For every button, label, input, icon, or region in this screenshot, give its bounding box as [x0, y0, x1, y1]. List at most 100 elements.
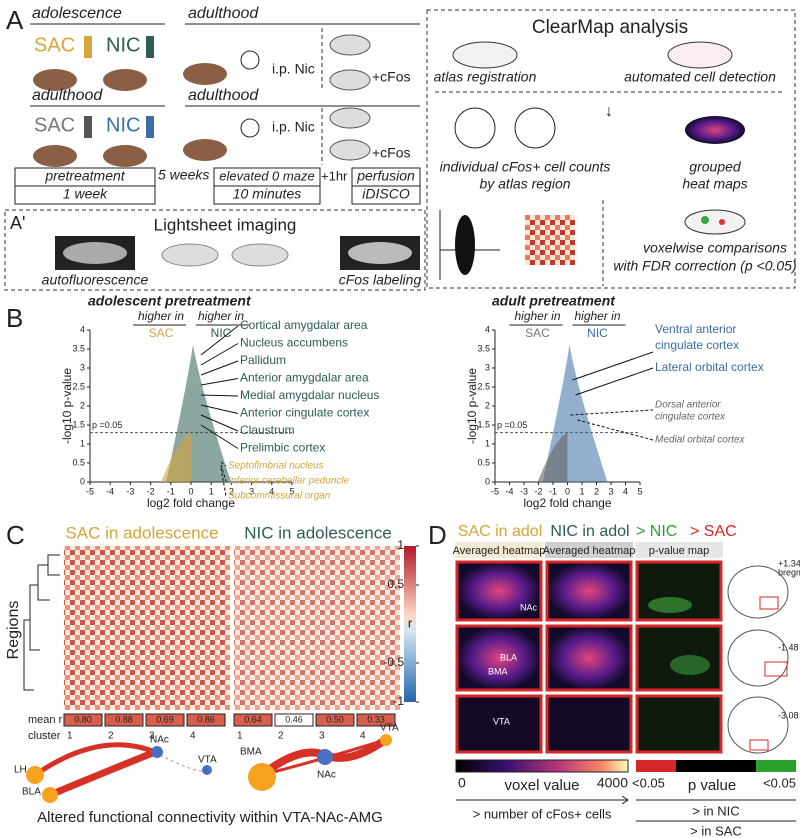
brain [329, 107, 371, 129]
column-title: > SAC [690, 523, 737, 540]
atlas-section [727, 629, 789, 687]
timeline-step: pretreatment [44, 168, 125, 184]
section [514, 107, 556, 149]
brain [452, 41, 518, 69]
direction-label: higher in [514, 309, 560, 323]
brain [329, 139, 371, 161]
edge [33, 742, 156, 778]
region-label: Anterior amygdalar area [240, 371, 369, 385]
node [202, 765, 212, 775]
leader [577, 419, 654, 441]
colorbar-tick-label: -1 [393, 694, 404, 708]
arrow-label: > in NIC [692, 803, 739, 818]
mean-r-cell [356, 713, 396, 727]
axis-label: Regions [5, 601, 22, 660]
node-label: BMA [240, 747, 262, 758]
subtitle: Averaged heatmap [453, 545, 546, 557]
brain [348, 242, 412, 264]
roi [764, 661, 788, 677]
timeline-gap: 5 weeks [158, 167, 209, 183]
clearmap-box [426, 9, 796, 289]
region-label: Prelimbic cortex [240, 441, 325, 455]
heatmap-image [545, 624, 633, 692]
heatmap-image [455, 624, 543, 692]
node [42, 787, 58, 803]
mean-r-value: 0.80 [74, 714, 92, 724]
p-colorbar [636, 760, 676, 772]
colorbar [404, 546, 416, 702]
threshold-label: p =0.05 [497, 420, 527, 430]
panel-label: D [428, 520, 447, 550]
column-title: SAC in adol [458, 523, 543, 540]
maze [240, 118, 260, 138]
colorbar-tick: 4000 [597, 775, 628, 791]
region-label: Subcommissural organ [228, 491, 331, 502]
timeline-step: perfusion [356, 168, 415, 184]
brain [329, 69, 371, 91]
region-label: Anterior cingulate cortex [240, 406, 369, 420]
colorbar-tick: 0 [458, 775, 466, 791]
bottle [146, 116, 154, 138]
region-label: Lateral orbital cortex [655, 360, 764, 374]
region-label: cingulate cortex [655, 338, 739, 352]
p-colorbar [756, 760, 796, 772]
step-label: by atlas region [479, 176, 570, 192]
age-label: adulthood [188, 5, 259, 22]
x-tick-label: -4 [505, 486, 513, 496]
voxel-colorbar [455, 759, 629, 773]
mouse [103, 145, 147, 167]
leader [200, 424, 239, 449]
region-label: Medial amygdalar nucleus [240, 388, 379, 402]
column-title: > NIC [636, 523, 677, 540]
threshold-label: p =0.05 [92, 420, 122, 430]
plot-title: adolescent pretreatment [88, 293, 252, 309]
mean-r-value: 0.86 [197, 714, 215, 724]
arrowhead [621, 795, 629, 805]
bottle [146, 36, 154, 58]
panel-label: A [6, 5, 24, 35]
x-tick-label: 5 [637, 486, 642, 496]
leader [200, 378, 239, 386]
mean-r-cell [274, 713, 314, 727]
colorbar-tick-label: -0.5 [383, 655, 404, 669]
node [317, 749, 333, 765]
x-tick-label: -2 [147, 486, 155, 496]
y-tick-label: 4 [485, 324, 490, 334]
x-tick-label: -3 [126, 486, 134, 496]
group-label: NIC [106, 114, 140, 136]
mean-r-value: 0.69 [156, 714, 174, 724]
atlas-section [727, 696, 789, 754]
x-tick-label: -4 [106, 486, 114, 496]
group-label: SAC [525, 326, 550, 340]
section-title: ClearMap analysis [532, 17, 688, 38]
maze [240, 50, 260, 70]
coordinate: bregma [778, 567, 800, 577]
colorbar-label: r [408, 615, 413, 630]
panel-label: A' [10, 213, 25, 233]
node [26, 766, 44, 784]
mean-r-cell [186, 713, 226, 727]
group-label: SAC [34, 34, 75, 56]
region-label: Nucleus accumbens [240, 336, 348, 350]
x-tick-label: 4 [623, 486, 628, 496]
point-cloud [161, 432, 191, 482]
y-tick-label: 2 [80, 400, 85, 410]
leader [200, 404, 239, 414]
region-label: NAc [520, 602, 538, 612]
image-label: autofluorescence [42, 272, 149, 288]
cluster-number: 1 [67, 731, 73, 742]
y-tick-label: 1 [80, 438, 85, 448]
group-label: NIC [211, 326, 232, 340]
region-label: BMA [488, 666, 508, 676]
mean-r-value: 0.33 [367, 714, 385, 724]
x-tick-label: -5 [86, 486, 94, 496]
x-tick-label: 2 [229, 486, 234, 496]
brain [161, 243, 219, 267]
images [455, 560, 723, 754]
timeline-delay: +1hr [321, 168, 348, 183]
y-tick-label: 2 [485, 400, 490, 410]
region-label: Inferior cerebellar peduncle [228, 476, 350, 487]
x-tick-label: 1 [209, 486, 214, 496]
direction-label: higher in [198, 309, 244, 323]
